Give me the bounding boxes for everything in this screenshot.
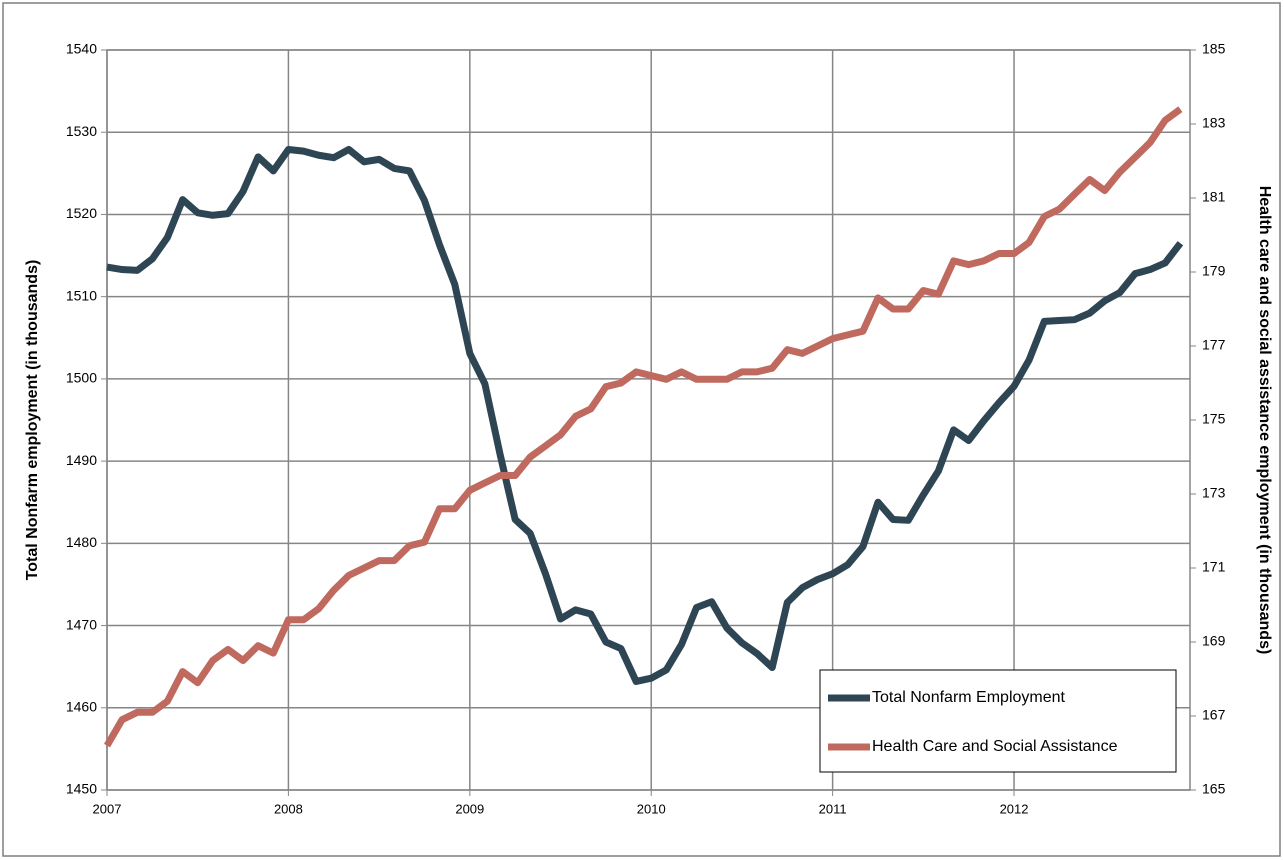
y-axis-title: Total Nonfarm employment (in thousands) <box>24 260 41 581</box>
data-line <box>106 145 1184 685</box>
y2-axis-title: Health care and social assistance employ… <box>1256 186 1273 655</box>
y2-tick-label: 171 <box>1202 559 1226 575</box>
y2-tick-label: 175 <box>1202 411 1226 427</box>
y2-tick-label: 165 <box>1202 781 1226 797</box>
legend-label: Total Nonfarm Employment <box>872 689 1066 706</box>
y2-tick-label: 167 <box>1202 707 1226 723</box>
x-tick-label: 2011 <box>819 801 847 816</box>
y2-tick-label: 185 <box>1202 41 1226 57</box>
x-tick-label: 2009 <box>455 801 484 816</box>
x-tick-label: 2008 <box>274 801 303 816</box>
y-tick-label: 1480 <box>66 534 97 550</box>
legend-box <box>819 669 1177 773</box>
y-tick-label: 1450 <box>66 781 97 797</box>
y2-tick-label: 181 <box>1202 189 1226 205</box>
y2-tick-label: 183 <box>1202 115 1226 131</box>
legend: Total Nonfarm Employment Health Care and … <box>819 669 1177 773</box>
y-tick-label: 1470 <box>66 616 97 632</box>
y-tick-label: 1510 <box>66 287 97 303</box>
y2-tick-label: 179 <box>1202 263 1226 279</box>
legend-label: Health Care and Social Assistance <box>872 738 1118 755</box>
y-tick-label: 1490 <box>66 452 97 468</box>
x-tick-label: 2012 <box>1000 801 1029 816</box>
data-line <box>103 106 1183 748</box>
x-tick-label: 2010 <box>637 801 666 816</box>
y-tick-label: 1500 <box>66 370 97 386</box>
x-tick-label: 2007 <box>93 801 122 816</box>
plot-area <box>106 49 1191 791</box>
y2-tick-label: 173 <box>1202 485 1226 501</box>
y-tick-label: 1530 <box>66 123 97 139</box>
y-tick-label: 1540 <box>66 41 97 57</box>
y2-tick-label: 169 <box>1202 633 1226 649</box>
y2-tick-label: 177 <box>1202 337 1226 353</box>
y-tick-label: 1460 <box>66 698 97 714</box>
y-tick-label: 1520 <box>66 205 97 221</box>
